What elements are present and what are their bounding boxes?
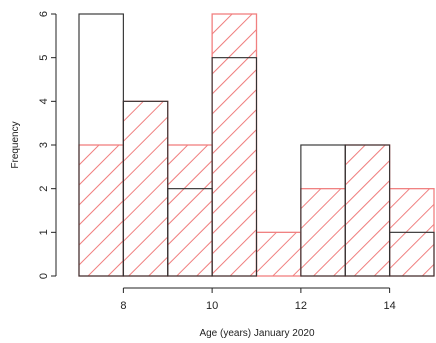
red-series-hatch-line: [254, 189, 341, 276]
red-series-hatch-line: [210, 14, 436, 276]
x-tick-label: 14: [384, 300, 396, 312]
red-series-hatch-line: [69, 101, 244, 276]
x-axis-title: Age (years) January 2020: [199, 328, 315, 339]
y-tick-label: 3: [38, 142, 50, 148]
red-series-hatch-line: [9, 101, 184, 276]
black-series-bar: [389, 231, 435, 277]
y-tick-label: 2: [38, 186, 50, 192]
red-series-hatch-line: [254, 145, 385, 276]
red-series-bar: [122, 100, 169, 277]
red-series-hatch-line: [117, 145, 248, 276]
red-series-hatch-line: [190, 14, 436, 276]
red-series-bar: [167, 144, 213, 277]
black-series-bar: [211, 57, 258, 277]
red-series-hatch-line: [28, 145, 159, 276]
red-series-hatch-line: [402, 189, 436, 276]
red-series-hatch-line: [257, 145, 388, 276]
red-series-hatch-line: [209, 101, 384, 276]
red-series-hatch-line: [410, 14, 436, 276]
red-series-hatch-line: [97, 145, 228, 276]
red-series-hatch-group: [213, 232, 377, 276]
red-series-hatch-line: [342, 189, 429, 276]
red-series-hatch-line: [0, 101, 143, 276]
red-series-hatch-line: [317, 145, 436, 276]
red-series-hatch-line: [233, 232, 277, 276]
red-series-hatch-line: [390, 14, 436, 276]
red-series-hatch-line: [170, 14, 432, 276]
red-series-hatch-line: [337, 145, 436, 276]
red-series-hatch-line: [128, 145, 259, 276]
red-series-bar: [344, 144, 391, 277]
red-series-hatch-line: [0, 101, 163, 276]
y-axis-title: Frequency: [10, 121, 21, 168]
y-tick-label: 4: [38, 98, 50, 104]
red-series-hatch-line: [137, 145, 268, 276]
red-series-hatch-line: [157, 145, 288, 276]
red-series-hatch-line: [214, 145, 345, 276]
red-series-hatch-line: [293, 232, 337, 276]
y-tick-label: 1: [38, 229, 50, 235]
red-series-hatch-line: [108, 145, 239, 276]
red-series-hatch-line: [354, 145, 436, 276]
red-series-hatch-line: [8, 145, 139, 276]
y-tick-label: 5: [38, 55, 50, 61]
red-series-hatch-line: [314, 145, 436, 276]
red-series-hatch-group: [214, 145, 436, 276]
red-series-hatch-line: [88, 145, 219, 276]
red-series-hatch-line: [49, 101, 224, 276]
red-series-hatch-line: [314, 189, 401, 276]
x-tick-label: 10: [206, 300, 218, 312]
black-series-bar: [344, 144, 391, 277]
red-series-hatch-line: [294, 145, 425, 276]
red-series-hatch-line: [322, 189, 409, 276]
red-series-hatch-line: [273, 232, 317, 276]
red-series-hatch-line: [234, 189, 321, 276]
red-series-hatch-line: [253, 232, 297, 276]
red-series-hatch-group: [0, 101, 436, 276]
red-series-bar: [78, 144, 125, 277]
red-series-hatch-group: [37, 145, 436, 276]
red-series-hatch-line: [68, 145, 199, 276]
red-series-hatch-line: [302, 189, 389, 276]
red-series-hatch-line: [394, 145, 436, 276]
red-series-hatch-line: [414, 145, 436, 276]
y-tick-label: 6: [38, 11, 50, 17]
red-series-hatch-line: [177, 145, 308, 276]
red-series-hatch-line: [333, 232, 377, 276]
red-series-hatch-line: [217, 145, 348, 276]
x-tick-label: 12: [295, 300, 307, 312]
red-series-hatch-line: [129, 101, 304, 276]
red-series-hatch-line: [313, 232, 357, 276]
red-series-hatch-line: [77, 145, 208, 276]
red-series-hatch-line: [374, 145, 436, 276]
red-series-hatch-line: [48, 145, 179, 276]
red-series-hatch-line: [0, 145, 119, 276]
red-series-hatch-line: [213, 232, 257, 276]
y-tick-label: 0: [38, 273, 50, 279]
red-series-hatch-group: [214, 189, 436, 276]
red-series-hatch-line: [90, 14, 352, 276]
x-tick-label: 8: [120, 300, 126, 312]
red-series-hatch-line: [294, 189, 381, 276]
red-series-hatch-line: [110, 14, 372, 276]
red-series-hatch-group: [0, 145, 379, 276]
red-series-hatch-line: [430, 14, 436, 276]
red-series-hatch-line: [277, 145, 408, 276]
red-series-hatch-line: [274, 145, 405, 276]
red-series-hatch-line: [30, 14, 292, 276]
red-series-hatch-line: [109, 101, 284, 276]
red-series-hatch-line: [334, 145, 436, 276]
red-series-hatch-line: [197, 145, 328, 276]
black-series-bar: [122, 100, 169, 277]
red-series-hatch-line: [274, 189, 361, 276]
